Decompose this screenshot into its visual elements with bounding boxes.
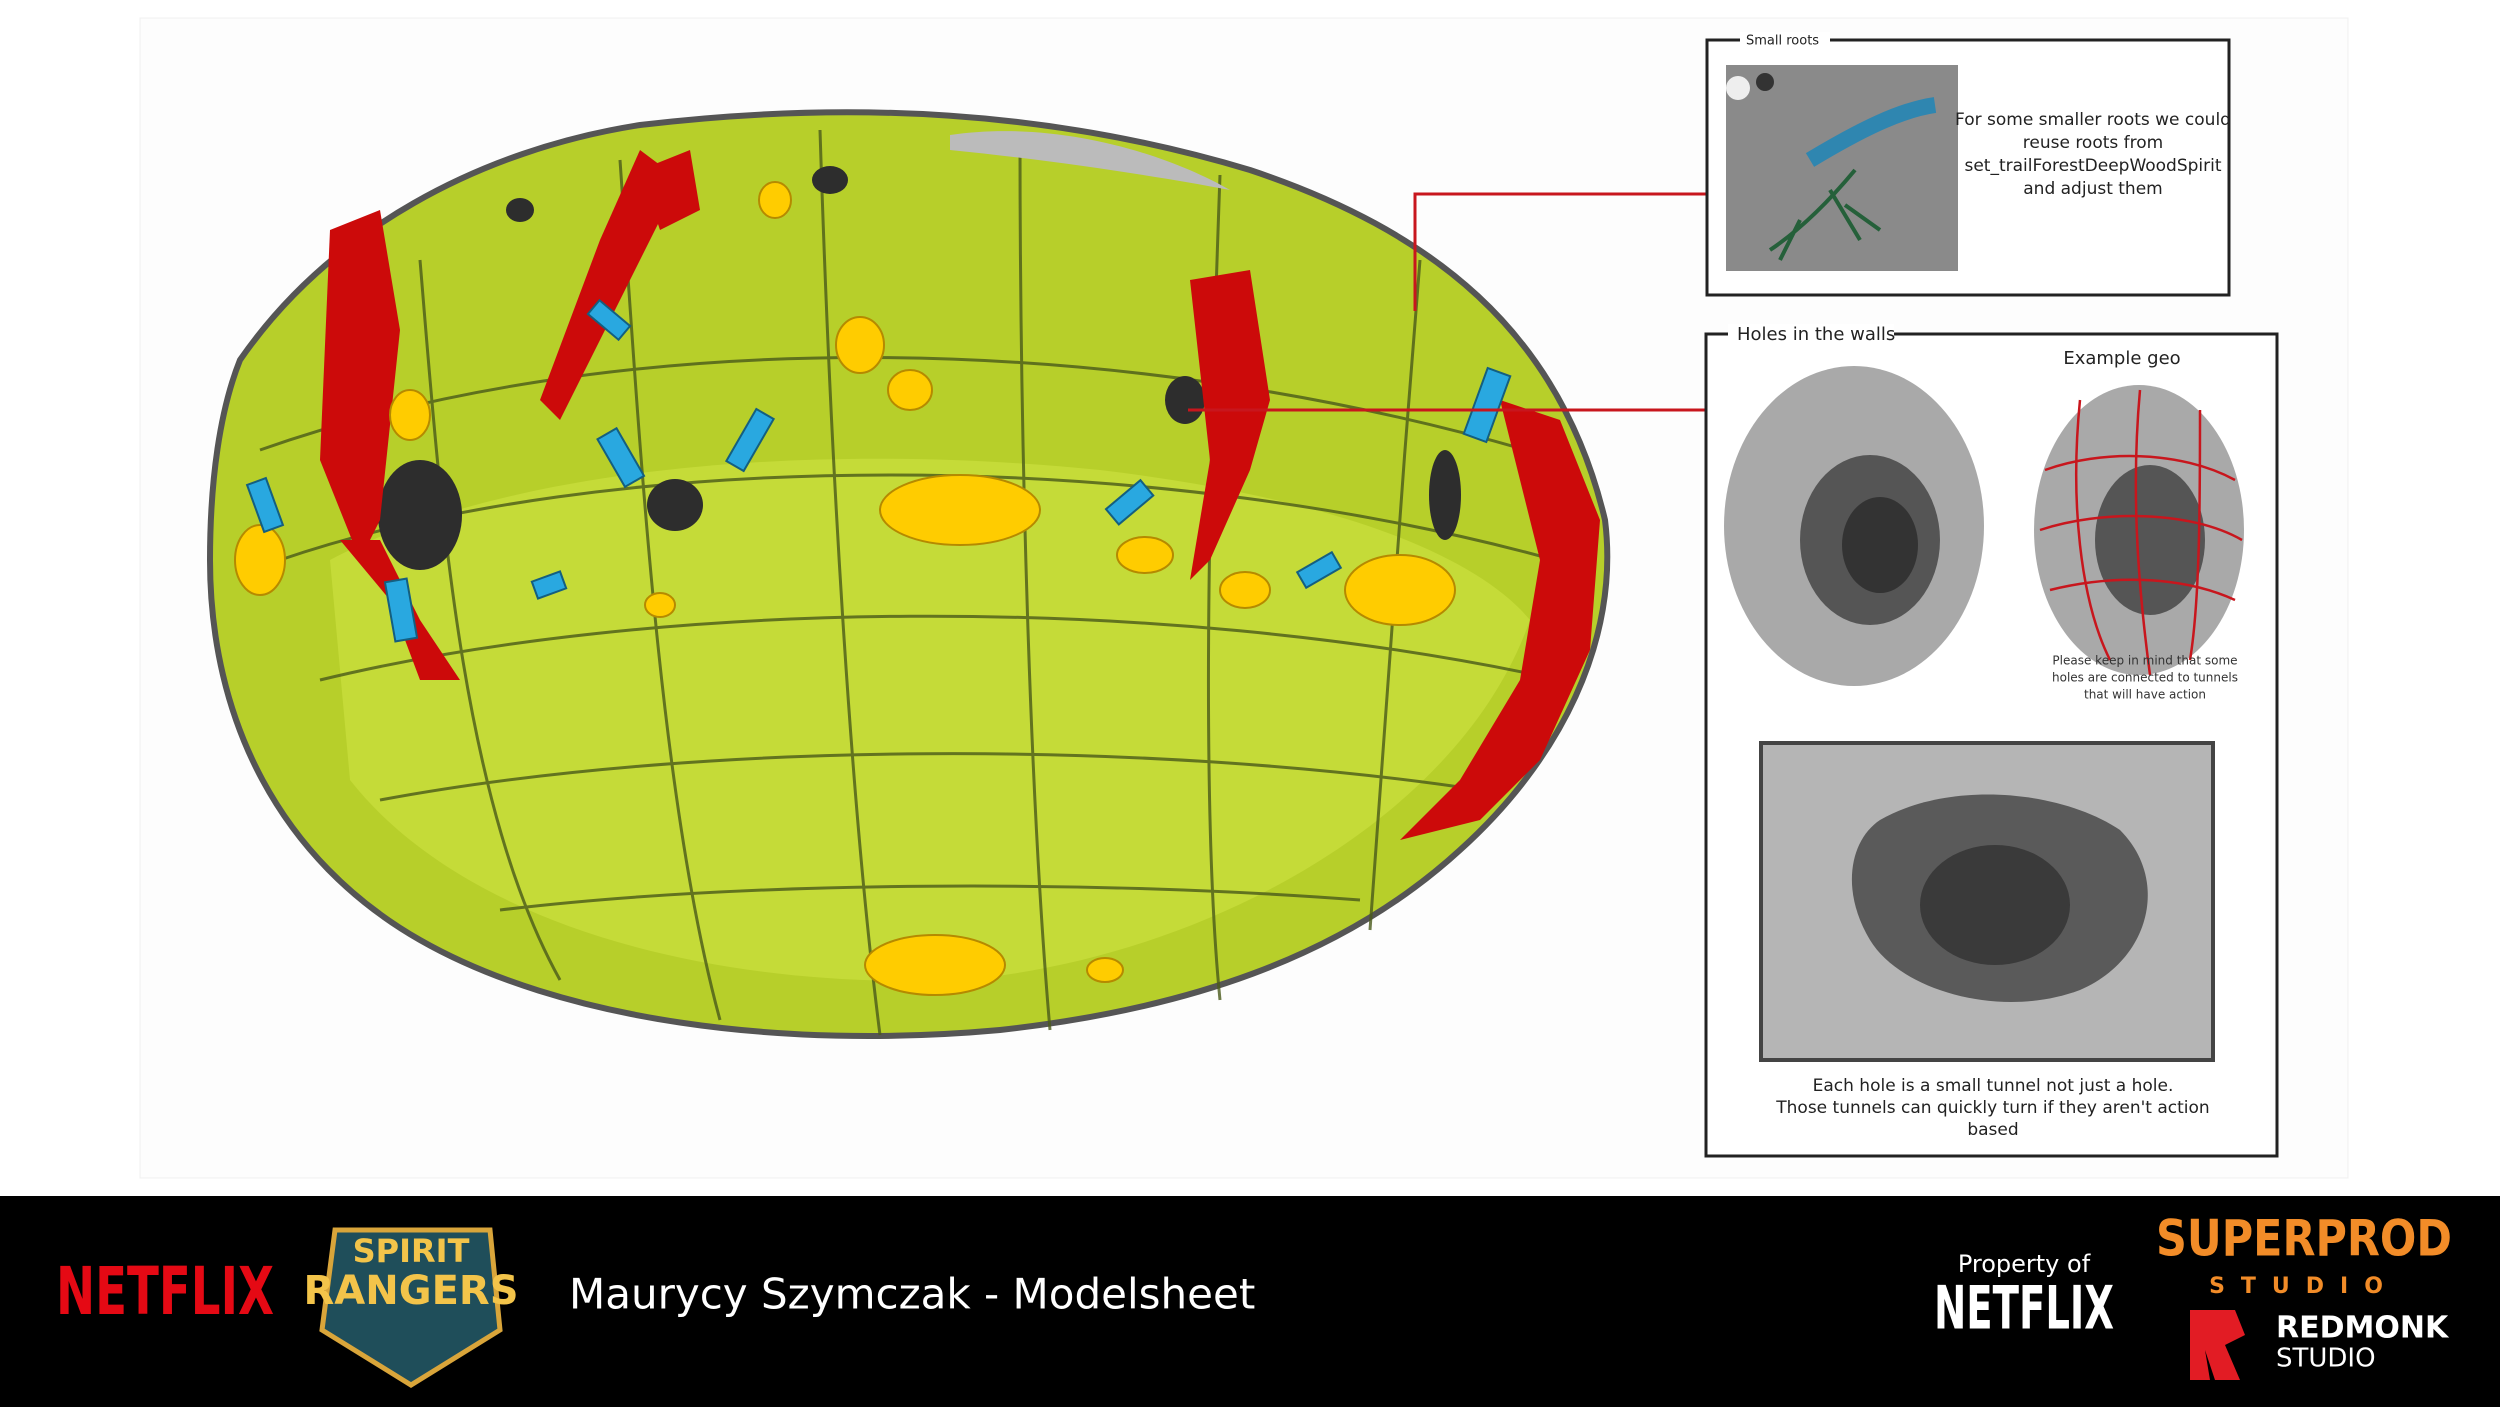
roots-preview-art (1726, 73, 1937, 261)
studio-logo-sub: STUDIO (2209, 1274, 2399, 1299)
studio-logo: REDMONK (2276, 1311, 2450, 1346)
show-logo-text: SPIRIT (353, 1232, 470, 1270)
panel-text: reuse roots from (2023, 133, 2163, 153)
roots-preview (1726, 65, 1958, 271)
yellow-rocks (234, 181, 1456, 996)
connector-lines (1188, 192, 1707, 412)
property-label: Property of (1958, 1250, 2091, 1278)
caption-text: based (1967, 1120, 2018, 1140)
studio-logo-sub: STUDIO (2276, 1344, 2376, 1374)
show-logo: SPIRIT RANGERS (304, 1227, 519, 1388)
hole-sketch (1724, 366, 1984, 686)
note-text: holes are connected to tunnels (2052, 671, 2238, 685)
holes-note: Please keep in mind that some holes are … (2052, 654, 2238, 702)
crater-rim-gap (950, 131, 1230, 190)
note-text: that will have action (2084, 688, 2206, 702)
crater-holes (378, 166, 1461, 570)
small-roots-text: For some smaller roots we could reuse ro… (1955, 110, 2231, 199)
netflix-logo: NETFLIX (56, 1253, 274, 1330)
blue-crystals (245, 298, 1512, 643)
note-text: Please keep in mind that some (2052, 654, 2237, 668)
panel-text: set_trailForestDeepWoodSpirit (1964, 156, 2221, 176)
panel-text: For some smaller roots we could (1955, 110, 2231, 130)
panel-title-gap (1728, 324, 1894, 344)
panel-title: Holes in the walls (1737, 324, 1895, 345)
show-logo-text: RANGERS (304, 1268, 519, 1314)
panel-title: Small roots (1746, 34, 1819, 49)
example-label: Example geo (2063, 348, 2180, 369)
redmonk-icon (2190, 1310, 2245, 1380)
panel-title-gap (1740, 32, 1830, 48)
studio-logo: SUPERPROD (2156, 1210, 2452, 1268)
crater-art (206, 109, 1611, 1039)
caption-text: Those tunnels can quickly turn if they a… (1775, 1098, 2209, 1118)
hole-closeup (1759, 741, 2215, 1062)
red-roots (320, 150, 1600, 840)
hole-geo (2034, 385, 2244, 676)
footer-title: Maurycy Szymczak - Modelsheet (569, 1270, 1255, 1319)
panel-text: and adjust them (2023, 179, 2162, 199)
owner-logo: NETFLIX (1934, 1274, 2114, 1344)
holes-caption: Each hole is a small tunnel not just a h… (1775, 1076, 2209, 1140)
caption-text: Each hole is a small tunnel not just a h… (1813, 1076, 2174, 1096)
